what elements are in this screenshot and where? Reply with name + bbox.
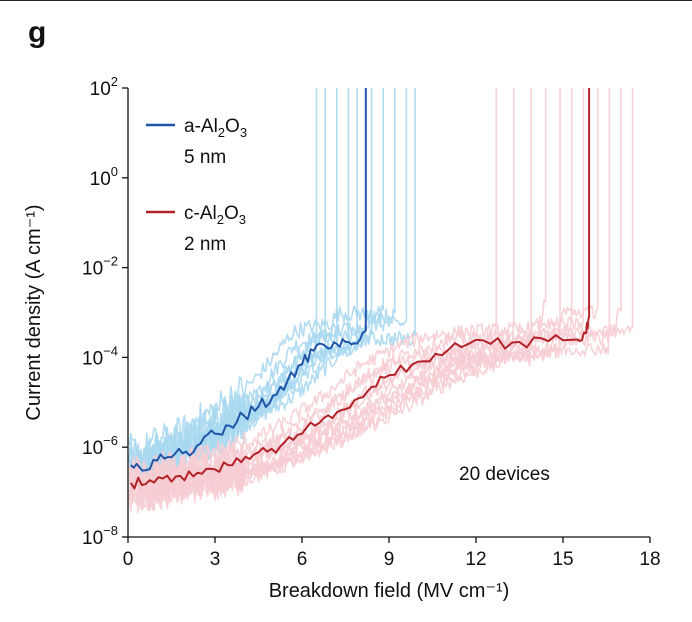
- axes: 0 3 6 9 12 15 18 10−8 10−6 10−4 10−2 100 102: [82, 74, 661, 570]
- y-tick-label-5: 102: [90, 74, 118, 100]
- y-tick-label-3: 10−2: [82, 254, 118, 280]
- legend-label-c: c-Al2O3: [184, 203, 246, 227]
- legend-label-a-thickness: 5 nm: [184, 147, 226, 168]
- series-line-a-al2o3: [130, 88, 367, 472]
- x-tick-label-18: 18: [639, 549, 660, 570]
- y-tick-label-4: 100: [90, 164, 118, 190]
- x-tick-label-9: 9: [384, 549, 395, 570]
- faint-curve-c-10: [128, 88, 634, 514]
- x-tick-label-15: 15: [552, 549, 573, 570]
- top-rule: [0, 0, 692, 1]
- x-axis-label: Breakdown field (MV cm⁻¹): [269, 580, 510, 602]
- x-tick-label-6: 6: [297, 549, 308, 570]
- x-tick-label-3: 3: [210, 549, 221, 570]
- series-line-c-al2o3: [130, 88, 591, 490]
- devices-annotation: 20 devices: [459, 464, 550, 485]
- faint-curve-c-3: [128, 88, 547, 487]
- x-tick-label-0: 0: [123, 549, 134, 570]
- x-tick-label-12: 12: [465, 549, 486, 570]
- y-tick-label-0: 10−8: [82, 523, 118, 549]
- legend: a-Al2O3 5 nm c-Al2O3 2 nm: [146, 116, 247, 255]
- panel-letter: g: [28, 16, 47, 49]
- main-series-curves: [130, 88, 591, 490]
- y-tick-label-1: 10−6: [82, 433, 118, 459]
- y-tick-label-2: 10−4: [82, 343, 118, 369]
- legend-label-c-thickness: 2 nm: [184, 234, 226, 255]
- y-axis-label: Current density (A cm⁻¹): [23, 204, 45, 420]
- legend-label-a: a-Al2O3: [184, 116, 247, 140]
